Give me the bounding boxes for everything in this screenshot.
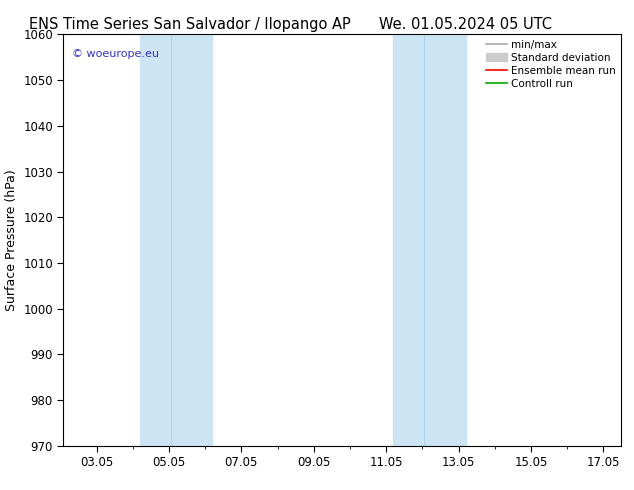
Text: © woeurope.eu: © woeurope.eu — [72, 49, 158, 59]
Text: ENS Time Series San Salvador / Ilopango AP: ENS Time Series San Salvador / Ilopango … — [29, 17, 351, 32]
Y-axis label: Surface Pressure (hPa): Surface Pressure (hPa) — [4, 169, 18, 311]
Text: We. 01.05.2024 05 UTC: We. 01.05.2024 05 UTC — [380, 17, 552, 32]
Legend: min/max, Standard deviation, Ensemble mean run, Controll run: min/max, Standard deviation, Ensemble me… — [484, 37, 618, 91]
Bar — [140, 34, 212, 446]
Bar — [393, 34, 466, 446]
